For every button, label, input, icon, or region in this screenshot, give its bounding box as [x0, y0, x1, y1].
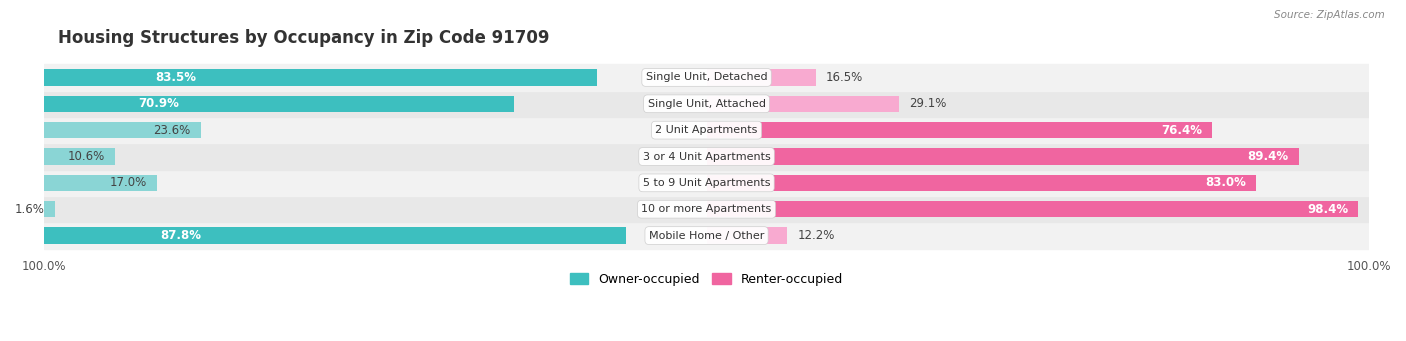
Bar — [45, 170, 1369, 196]
Text: Source: ZipAtlas.com: Source: ZipAtlas.com — [1274, 10, 1385, 20]
Bar — [45, 69, 598, 86]
Bar — [45, 175, 157, 191]
Text: Single Unit, Attached: Single Unit, Attached — [648, 99, 765, 109]
Bar — [707, 227, 787, 244]
Text: Single Unit, Detached: Single Unit, Detached — [645, 72, 768, 83]
Text: 23.6%: 23.6% — [153, 124, 191, 137]
Bar — [45, 122, 201, 138]
Bar — [45, 117, 1369, 143]
Text: Mobile Home / Other: Mobile Home / Other — [648, 231, 765, 240]
Text: 17.0%: 17.0% — [110, 176, 148, 189]
Text: 10 or more Apartments: 10 or more Apartments — [641, 204, 772, 214]
Bar — [707, 148, 1299, 165]
Text: 16.5%: 16.5% — [825, 71, 863, 84]
Text: 98.4%: 98.4% — [1308, 203, 1348, 216]
Text: 1.6%: 1.6% — [15, 203, 45, 216]
Text: 89.4%: 89.4% — [1247, 150, 1289, 163]
Text: 87.8%: 87.8% — [160, 229, 201, 242]
Text: 83.5%: 83.5% — [155, 71, 195, 84]
Bar — [707, 69, 815, 86]
Text: 29.1%: 29.1% — [910, 97, 946, 110]
Text: 83.0%: 83.0% — [1205, 176, 1246, 189]
Bar — [707, 95, 900, 112]
Text: 3 or 4 Unit Apartments: 3 or 4 Unit Apartments — [643, 151, 770, 162]
Text: 5 to 9 Unit Apartments: 5 to 9 Unit Apartments — [643, 178, 770, 188]
Bar — [45, 64, 1369, 91]
Bar — [45, 91, 1369, 117]
Bar — [45, 143, 1369, 170]
Text: 12.2%: 12.2% — [797, 229, 835, 242]
Bar — [707, 175, 1256, 191]
Text: 10.6%: 10.6% — [67, 150, 104, 163]
Bar — [45, 196, 1369, 222]
Bar — [45, 201, 55, 218]
Text: 2 Unit Apartments: 2 Unit Apartments — [655, 125, 758, 135]
Text: Housing Structures by Occupancy in Zip Code 91709: Housing Structures by Occupancy in Zip C… — [58, 29, 550, 47]
Bar — [45, 148, 114, 165]
Bar — [707, 201, 1358, 218]
Bar — [45, 222, 1369, 249]
Bar — [707, 122, 1212, 138]
Text: 70.9%: 70.9% — [138, 97, 179, 110]
Bar — [45, 227, 626, 244]
Text: 76.4%: 76.4% — [1161, 124, 1202, 137]
Bar — [45, 95, 513, 112]
Legend: Owner-occupied, Renter-occupied: Owner-occupied, Renter-occupied — [565, 268, 848, 291]
